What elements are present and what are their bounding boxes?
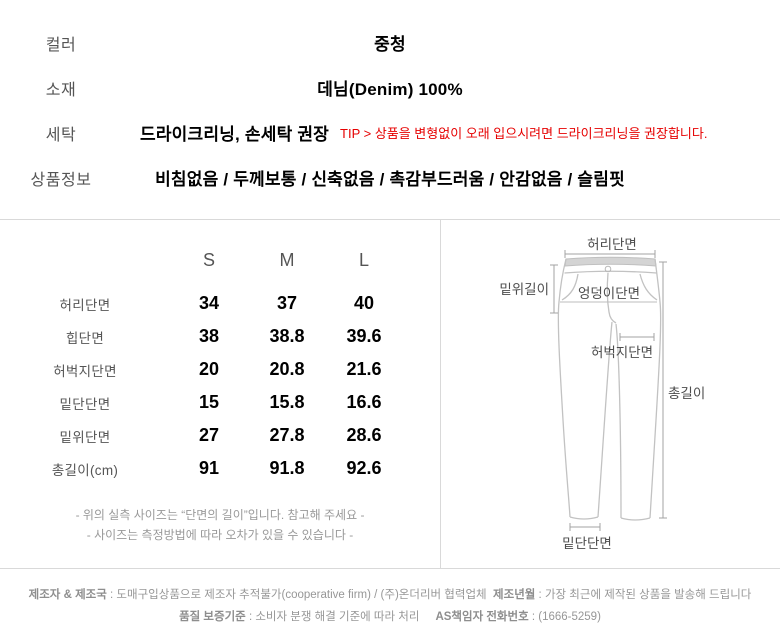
info-row-material: 소재 데님(Denim) 100% <box>0 65 780 110</box>
pants-outline-icon <box>557 256 662 521</box>
size-section: S M L 허리단면 34 37 40 힙단면 38 38.8 39.6 허벅지단면 20 20.8… <box>0 219 780 569</box>
size-header-s: S <box>202 249 215 270</box>
size-value: 20 <box>198 359 220 379</box>
diagram-label-total: 총길이 <box>668 386 705 401</box>
material-value: 데님(Denim) 100% <box>317 80 463 99</box>
info-row-product: 상품정보 비침없음 / 두께보통 / 신축없음 / 촉감부드러움 / 안감없음 … <box>0 155 780 200</box>
size-value: 15.8 <box>269 392 305 412</box>
pants-diagram-panel: 허리단면 밑위길이 엉덩이단면 허벅지단면 총길이 밑단단면 <box>441 220 780 568</box>
size-header-m: M <box>279 249 295 270</box>
size-row-label: 총길이(cm) <box>51 462 119 478</box>
product-info-value: 비침없음 / 두께보통 / 신축없음 / 촉감부드러움 / 안감없음 / 슬림핏 <box>155 170 625 189</box>
size-row-label: 힙단면 <box>65 330 105 346</box>
footer-line-1: 제조자 & 제조국 : 도매구입상품으로 제조자 추적불가(cooperativ… <box>0 584 780 606</box>
measurement-lines-icon <box>550 250 667 531</box>
size-note-2: - 사이즈는 측정방법에 따라 오차가 있을 수 있습니다 - <box>86 528 354 542</box>
info-row-color: 컬러 중청 <box>0 20 780 65</box>
size-value: 91.8 <box>269 458 305 478</box>
size-value: 38 <box>198 326 220 346</box>
size-row-label: 밑단단면 <box>59 396 111 412</box>
footer-term: 제조년월 <box>493 589 536 601</box>
footer-text <box>419 611 435 623</box>
footer-term: 품질 보증기준 <box>179 611 246 623</box>
size-row-label: 허리단면 <box>59 297 111 313</box>
size-table-body: 허리단면 34 37 40 힙단면 38 38.8 39.6 허벅지단면 20 20.8 21.6 밑단… <box>0 287 440 485</box>
size-table-row: 힙단면 38 38.8 39.6 <box>0 320 440 353</box>
diagram-label-hem: 밑단단면 <box>562 536 612 551</box>
material-label: 소재 <box>45 81 77 99</box>
footer-line-2: 품질 보증기준 : 소비자 분쟁 해결 기준에 따라 처리 AS책임자 전화번호… <box>0 606 780 628</box>
size-value: 34 <box>198 293 220 313</box>
color-value: 중청 <box>374 35 406 54</box>
size-value: 27 <box>198 425 220 445</box>
size-header-l: L <box>358 249 369 270</box>
diagram-label-thigh: 허벅지단면 <box>591 345 653 360</box>
washing-tip: TIP > 상품을 변형없이 오래 입으시려면 드라이크리닝을 권장합니다. <box>340 126 708 141</box>
size-value: 39.6 <box>346 326 382 346</box>
size-table-panel: S M L 허리단면 34 37 40 힙단면 38 38.8 39.6 허벅지단면 20 20.8… <box>0 220 441 568</box>
washing-content: 드라이크리닝, 손세탁 권장 TIP > 상품을 변형없이 오래 입으시려면 드… <box>140 110 707 155</box>
washing-value: 드라이크리닝, 손세탁 권장 <box>140 125 330 144</box>
footer-text: : 소비자 분쟁 해결 기준에 따라 처리 <box>245 611 420 623</box>
product-info-label: 상품정보 <box>30 171 92 189</box>
diagram-label-rise: 밑위길이 <box>499 282 549 297</box>
footer-term: AS책임자 전화번호 <box>435 611 529 623</box>
size-table-row: 밑위단면 27 27.8 28.6 <box>0 419 440 452</box>
footer-text: : 도매구입상품으로 제조자 추적불가(cooperative firm) / … <box>106 589 487 601</box>
footer-text: : (1666-5259) <box>528 611 601 623</box>
size-value: 38.8 <box>269 326 305 346</box>
pants-diagram: 허리단면 밑위길이 엉덩이단면 허벅지단면 총길이 밑단단면 <box>499 237 705 551</box>
size-notes: - 위의 실측 사이즈는 “단면의 길이”입니다. 참고해 주세요 - - 사이… <box>0 505 440 545</box>
size-table-row: 총길이(cm) 91 91.8 92.6 <box>0 452 440 485</box>
size-table-row: 밑단단면 15 15.8 16.6 <box>0 386 440 419</box>
size-note-1: - 위의 실측 사이즈는 “단면의 길이”입니다. 참고해 주세요 - <box>75 508 365 522</box>
size-table-row: 허벅지단면 20 20.8 21.6 <box>0 353 440 386</box>
size-row-label: 허벅지단면 <box>53 363 117 379</box>
washing-label: 세탁 <box>45 126 77 144</box>
footer: 제조자 & 제조국 : 도매구입상품으로 제조자 추적불가(cooperativ… <box>0 569 780 628</box>
product-info-section: 컬러 중청 소재 데님(Denim) 100% 세탁 드라이크리닝, 손세탁 권… <box>0 0 780 219</box>
size-table: S M L 허리단면 34 37 40 힙단면 38 38.8 39.6 허벅지단면 20 20.8… <box>0 245 440 485</box>
size-value: 92.6 <box>346 458 382 478</box>
size-value: 27.8 <box>269 425 305 445</box>
size-value: 40 <box>353 293 375 313</box>
info-row-washing: 세탁 드라이크리닝, 손세탁 권장 TIP > 상품을 변형없이 오래 입으시려… <box>0 110 780 155</box>
size-value: 15 <box>198 392 220 412</box>
size-table-header: S M L <box>0 245 440 275</box>
size-value: 16.6 <box>346 392 382 412</box>
size-value: 28.6 <box>346 425 382 445</box>
size-value: 37 <box>276 293 298 313</box>
size-row-label: 밑위단면 <box>59 429 111 445</box>
footer-text: : 가장 최근에 제작된 상품을 발송해 드립니다 <box>535 589 752 601</box>
size-value: 20.8 <box>269 359 305 379</box>
size-value: 91 <box>198 458 220 478</box>
size-value: 21.6 <box>346 359 382 379</box>
footer-term: 제조자 & 제조국 <box>28 589 107 601</box>
size-table-row: 허리단면 34 37 40 <box>0 287 440 320</box>
color-label: 컬러 <box>45 36 77 54</box>
diagram-label-hip: 엉덩이단면 <box>578 286 640 301</box>
diagram-label-waist: 허리단면 <box>587 237 637 252</box>
